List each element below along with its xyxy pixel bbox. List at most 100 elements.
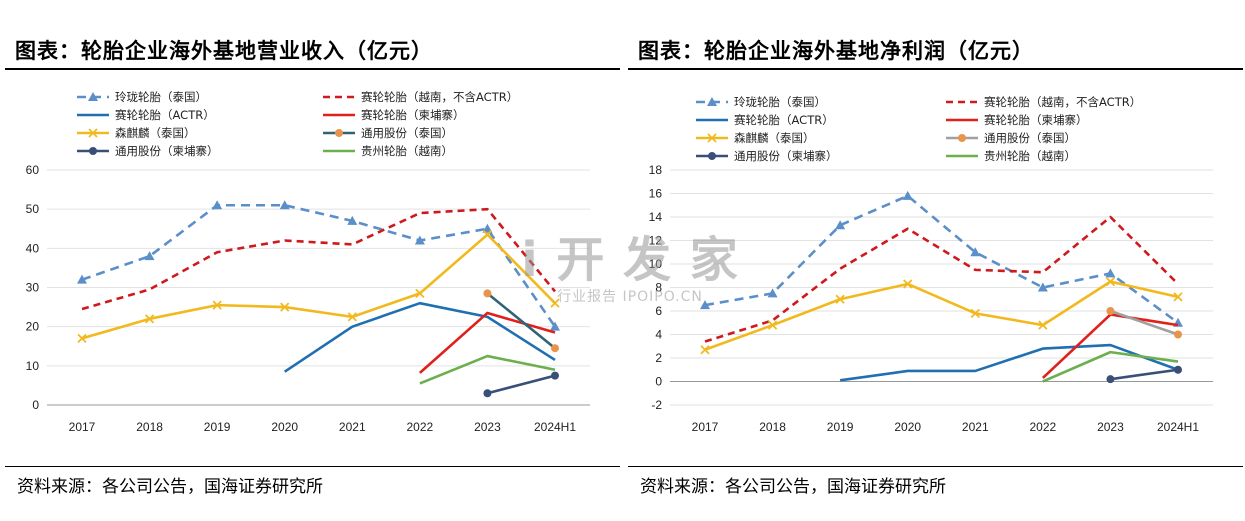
series-line-7: [1042, 350, 1179, 383]
legend-marker-4-stroke: [88, 128, 98, 138]
data-point-4-stroke: [1038, 320, 1048, 330]
y-tick-label: 20: [26, 320, 40, 334]
data-point-4-stroke: [970, 308, 980, 318]
series-line-6: [1110, 368, 1179, 381]
y-tick-label: 40: [26, 241, 40, 255]
x-tick-label: 2023: [1097, 420, 1124, 434]
legend-label: 赛轮轮胎（ACTR）: [115, 108, 215, 122]
data-point-4: [212, 300, 222, 310]
legend-label: 通用股份（柬埔寨）: [734, 149, 838, 163]
y-tick-label: 30: [26, 281, 40, 295]
data-point-4-stroke: [415, 288, 425, 299]
data-point-0: [77, 274, 87, 284]
data-point-0: [700, 300, 710, 310]
data-point-0: [414, 235, 425, 245]
revenue-line-chart: 0 10 20 30 40 50 60 2017 2018 2019 2020 2021 2022 202…: [26, 90, 590, 434]
x-tick-label: 2020: [271, 420, 298, 434]
data-point-4: [415, 288, 425, 299]
legend-marker-5: [958, 134, 966, 142]
x-tick-label: 2023: [474, 420, 501, 434]
y-tick-label: 60: [26, 163, 40, 177]
y-tick-label: 14: [649, 210, 663, 224]
data-point-0: [970, 247, 981, 257]
data-point-4-stroke: [835, 294, 845, 304]
x-tick-label: 2020: [894, 420, 921, 434]
x-tick-label: 2021: [962, 420, 989, 434]
legend-label: 通用股份（柬埔寨）: [115, 144, 219, 158]
data-point-4-stroke: [347, 312, 357, 322]
y-tick-label: 18: [649, 163, 663, 177]
revenue-chart-title: 图表：轮胎企业海外基地营业收入（亿元）: [15, 38, 433, 63]
series-line-7: [419, 354, 556, 385]
data-point-0: [1105, 268, 1116, 278]
data-point-0: [1037, 282, 1048, 292]
data-point-4-stroke: [700, 345, 710, 355]
legend-label: 森麒麟（泰国）: [115, 126, 196, 140]
data-point-5: [483, 289, 492, 298]
data-point-5: [551, 344, 559, 353]
series-line-1: [81, 207, 557, 311]
revenue-source-note: 资料来源：各公司公告，国海证券研究所: [17, 477, 323, 497]
data-point-4-stroke: [767, 320, 778, 330]
series-line-0: [81, 203, 557, 328]
legend-label: 玲珑轮胎（泰国）: [734, 95, 826, 109]
data-point-0: [279, 200, 290, 210]
y-tick-label: -2: [651, 398, 662, 412]
data-point-5: [1174, 330, 1182, 339]
data-point-0: [835, 220, 846, 230]
legend-label: 玲珑轮胎（泰国）: [115, 90, 207, 104]
data-point-4-stroke: [550, 298, 560, 308]
data-point-4: [970, 308, 980, 318]
data-point-4-stroke: [903, 279, 913, 289]
legend-marker-4-stroke: [707, 133, 717, 143]
y-tick-label: 8: [655, 281, 662, 295]
y-tick-label: 0: [655, 375, 662, 389]
data-point-4: [903, 279, 913, 289]
y-tick-label: 16: [649, 187, 663, 201]
source-rule: [628, 466, 1243, 467]
data-point-4-stroke: [144, 314, 155, 324]
x-tick-label: 2022: [1030, 420, 1057, 434]
data-point-4: [1105, 276, 1116, 287]
y-tick-label: 6: [655, 304, 662, 318]
x-tick-label: 2021: [339, 420, 366, 434]
x-tick-label: 2019: [827, 420, 854, 434]
data-point-6: [551, 371, 559, 380]
x-tick-label: 2018: [759, 420, 786, 434]
profit-source-note: 资料来源：各公司公告，国海证券研究所: [640, 477, 946, 497]
data-point-4: [144, 314, 155, 324]
data-point-6: [1174, 365, 1182, 374]
data-point-4-stroke: [212, 300, 222, 310]
y-tick-label: 50: [26, 202, 40, 216]
legend-marker-6: [89, 147, 97, 155]
data-point-4: [700, 345, 710, 355]
x-tick-label: 2024H1: [534, 420, 576, 434]
y-tick-label: 0: [32, 398, 39, 412]
legend-marker-4: [707, 133, 717, 143]
data-point-4-stroke: [280, 302, 290, 312]
series-line-5: [486, 292, 556, 350]
series-line-3: [418, 311, 556, 374]
data-point-6: [483, 389, 492, 398]
x-tick-label: 2018: [136, 420, 163, 434]
legend-label: 赛轮轮胎（越南，不含ACTR）: [984, 95, 1141, 109]
legend-label: 贵州轮胎（越南）: [361, 144, 453, 158]
data-point-4: [1038, 320, 1048, 330]
title-rule: [628, 68, 1243, 70]
legend-label: 赛轮轮胎（柬埔寨）: [361, 108, 465, 122]
series-line-5: [1110, 309, 1179, 336]
y-tick-label: 12: [649, 234, 663, 248]
x-tick-label: 2017: [69, 420, 96, 434]
profit-line-chart: -2 0 2 4 6 8 10 12 14 16 18 2017 2018 2019 2020 2021 202…: [649, 95, 1213, 434]
x-tick-label: 2017: [692, 420, 719, 434]
y-tick-label: 10: [649, 257, 663, 271]
title-rule: [5, 68, 620, 70]
profit-chart-title: 图表：轮胎企业海外基地净利润（亿元）: [638, 38, 1034, 63]
legend-label: 赛轮轮胎（越南，不含ACTR）: [361, 90, 518, 104]
legend-marker-5: [335, 129, 343, 137]
data-point-0: [347, 215, 358, 225]
legend-marker-0: [707, 97, 717, 106]
data-point-4-stroke: [482, 229, 493, 240]
legend-marker-4: [88, 128, 98, 138]
data-point-6: [1106, 375, 1115, 384]
